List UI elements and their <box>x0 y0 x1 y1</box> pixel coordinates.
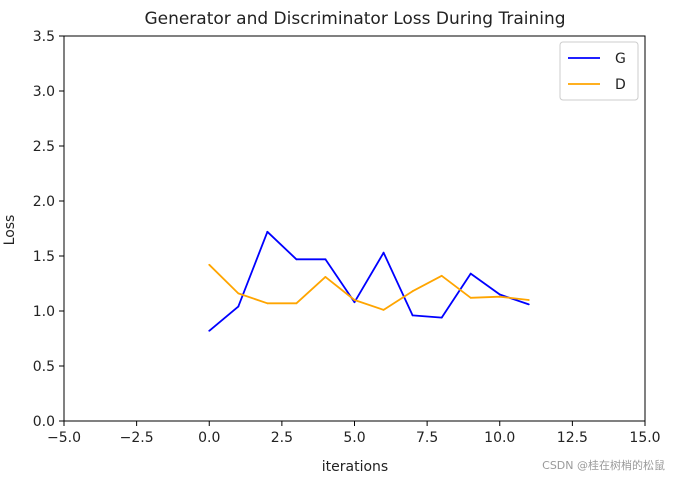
data-point-g <box>469 272 472 275</box>
x-tick-label: −5.0 <box>47 430 81 446</box>
data-point-g <box>498 293 501 296</box>
plot-area: −5.0 −2.5 0.0 2.5 5.0 7.5 10.0 12.5 15.0 0.0 0.5 1.… <box>33 29 661 446</box>
data-point-g <box>266 230 269 233</box>
data-point-g <box>382 251 385 254</box>
data-point-d <box>527 299 530 301</box>
x-tick-label: 15.0 <box>629 430 660 446</box>
data-point-d <box>266 302 269 305</box>
y-tick-label: 1.5 <box>33 249 55 265</box>
data-point-g <box>440 316 443 319</box>
x-tick-label: −2.5 <box>120 430 154 446</box>
y-tick-label: 3.0 <box>33 84 55 100</box>
data-point-d <box>498 295 501 298</box>
legend-label-g: G <box>615 51 626 67</box>
x-tick-label: 2.5 <box>271 430 293 446</box>
data-point-d <box>208 263 211 266</box>
legend-box <box>559 41 639 101</box>
data-point-d <box>353 299 356 301</box>
x-tick-label: 12.5 <box>557 430 588 446</box>
series-line-g <box>208 230 530 332</box>
data-point-d <box>411 290 414 293</box>
data-point-d <box>469 296 472 299</box>
x-tick-label: 7.5 <box>416 430 438 446</box>
legend-label-d: D <box>615 77 626 93</box>
data-point-g <box>295 258 298 261</box>
data-point-d <box>295 302 298 305</box>
x-tick-label: 5.0 <box>343 430 365 446</box>
data-point-g <box>324 258 327 261</box>
y-tick-label: 1.0 <box>33 304 55 320</box>
y-tick-label: 3.5 <box>33 29 55 45</box>
y-axis-label: Loss <box>2 215 18 246</box>
data-point-g <box>411 314 414 317</box>
data-point-g <box>353 301 356 304</box>
data-point-d <box>324 276 327 278</box>
x-tick-label: 10.0 <box>484 430 515 446</box>
chart-title: Generator and Discriminator Loss During … <box>144 9 565 29</box>
data-point-d <box>237 292 240 295</box>
data-point-g <box>208 329 211 332</box>
y-tick-label: 0.5 <box>33 359 55 375</box>
data-point-d <box>440 274 443 277</box>
plot-frame <box>63 35 646 422</box>
data-point-d <box>382 309 385 311</box>
x-axis-label: iterations <box>322 459 388 475</box>
x-tick-label: 0.0 <box>198 430 220 446</box>
watermark: CSDN @桂在树梢的松鼠 <box>542 459 665 472</box>
y-tick-label: 2.5 <box>33 139 55 155</box>
data-point-g <box>527 303 530 306</box>
y-tick-label: 0.0 <box>33 414 55 430</box>
y-tick-label: 2.0 <box>33 194 55 210</box>
series-line-d <box>208 264 529 311</box>
data-point-g <box>237 305 240 308</box>
